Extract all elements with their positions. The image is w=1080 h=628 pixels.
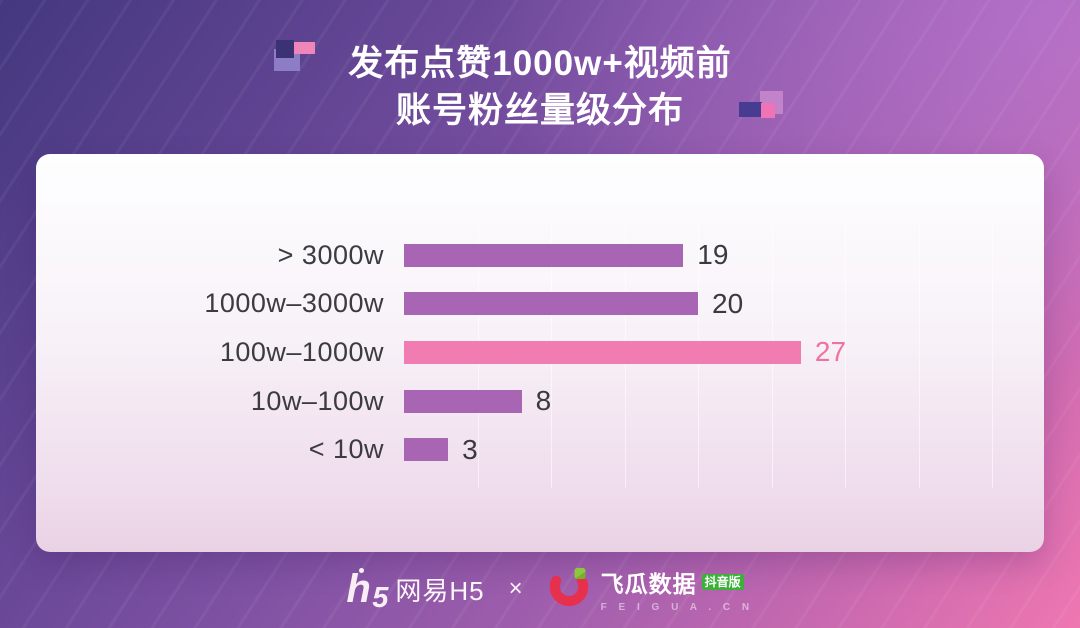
feigua-name: 飞瓜数据 (600, 571, 697, 597)
chart-row: 100w–1000w 27 (36, 328, 1044, 377)
bar (404, 243, 684, 267)
netease-logo-label: 网易H5 (395, 575, 485, 606)
category-label: 100w–1000w (219, 336, 384, 367)
pink-square-icon (761, 103, 775, 118)
title-line-2: 账号粉丝量级分布 (395, 91, 684, 130)
squares-decoration-right-icon (739, 91, 785, 121)
value-label: 8 (535, 385, 552, 417)
value-label: 27 (814, 336, 847, 368)
category-label: 10w–100w (250, 385, 384, 416)
squares-decoration-left-icon (274, 40, 320, 74)
footer-logos: h 5 网易H5 × 飞瓜数据 抖音版 F E I G U A . C N (10, 563, 1080, 615)
feigua-melon-icon (549, 567, 588, 607)
value-label: 3 (462, 433, 478, 465)
dark-square-icon (739, 102, 762, 117)
chart-row: < 10w 3 (36, 425, 1044, 474)
chart-rows: > 3000w 19 1000w–3000w 20 100w–1000w 27 10w–10… (36, 231, 1044, 474)
pink-square-icon (294, 42, 315, 54)
chart-row: > 3000w 19 (36, 231, 1044, 280)
category-label: < 10w (308, 434, 384, 465)
feigua-douyin-badge: 抖音版 (701, 574, 744, 590)
category-label: > 3000w (277, 239, 384, 270)
netease-mark-h: h (346, 567, 371, 611)
feigua-domain: F E I G U A . C N (600, 602, 754, 613)
chart-row: 10w–100w 8 (36, 377, 1044, 426)
netease-mark-5: 5 (372, 582, 389, 614)
logo-dot-icon (359, 568, 365, 573)
bar (404, 389, 522, 413)
chart-card: > 3000w 19 1000w–3000w 20 100w–1000w 27 10w–10… (36, 154, 1044, 552)
category-label: 1000w–3000w (204, 288, 384, 319)
bar (404, 438, 449, 462)
bar (404, 292, 698, 316)
bar-highlighted (404, 340, 801, 364)
feigua-logo-text: 飞瓜数据 抖音版 F E I G U A . C N (601, 565, 754, 613)
value-label: 19 (697, 239, 729, 271)
chart-row: 1000w–3000w 20 (36, 280, 1044, 329)
title-line-1: 发布点赞1000w+视频前 (348, 44, 732, 83)
dark-square-icon (276, 40, 294, 58)
value-label: 20 (712, 287, 744, 319)
netease-h5-logo-icon: h 5 (346, 567, 388, 613)
page-title: 发布点赞1000w+视频前 账号粉丝量级分布 (0, 40, 1080, 134)
multiply-separator: × (508, 575, 523, 602)
